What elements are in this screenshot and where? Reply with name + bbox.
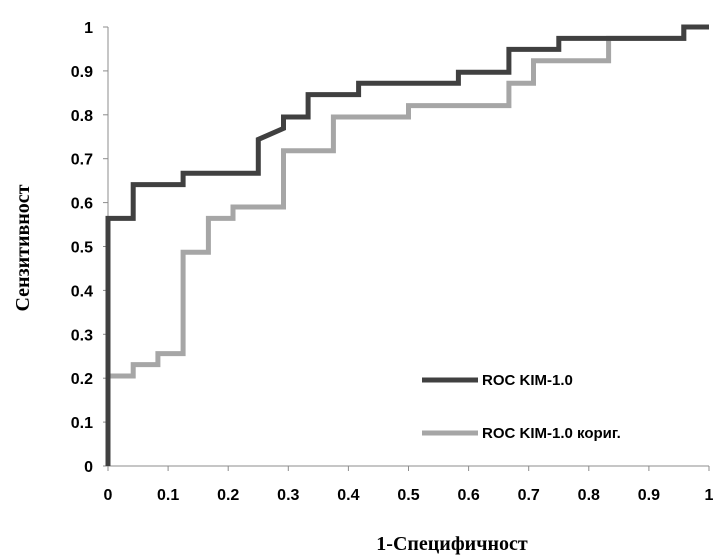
x-tick-label: 0.5 [397,487,419,504]
x-tick-label: 0.8 [578,487,600,504]
y-tick-label: 0.1 [71,415,93,432]
y-axis-title: Сензитивност [12,184,34,311]
legend-label-2: ROC KIM-1.0 кориг. [482,425,621,442]
x-axis-ticks: 0 0.1 0.2 0.3 0.4 0.5 0.6 0.7 0.8 0.9 1 [104,466,714,504]
plot-area [107,27,709,467]
series-line-2 [105,24,709,466]
x-tick-label: 0.4 [337,487,359,504]
y-tick-label: 0.7 [71,152,93,169]
x-tick-label: 0 [104,487,113,504]
y-axis-ticks: 0 0.1 0.2 0.3 0.4 0.5 0.6 0.7 0.8 0.9 1 [71,20,108,476]
series-line-1 [105,24,709,466]
y-tick-label: 0.3 [71,327,93,344]
y-tick-label: 0.9 [71,64,93,81]
y-tick-label: 0.8 [71,108,93,125]
legend-label-1: ROC KIM-1.0 [482,372,573,389]
y-tick-label: 0.2 [71,371,93,388]
y-tick-label: 0 [84,459,93,476]
x-tick-label: 0.7 [518,487,540,504]
x-tick-label: 1 [705,487,714,504]
x-tick-label: 0.9 [638,487,660,504]
x-tick-label: 0.2 [217,487,239,504]
legend: ROC KIM-1.0 ROC KIM-1.0 кориг. [422,372,621,442]
x-tick-label: 0.6 [457,487,479,504]
series-layer [105,24,709,466]
y-tick-label: 0.5 [71,240,93,257]
x-axis-title: 1-Специфичност [376,533,528,555]
y-tick-label: 1 [84,20,93,37]
y-tick-label: 0.4 [71,283,93,300]
x-tick-label: 0.3 [277,487,299,504]
x-tick-label: 0.1 [157,487,179,504]
y-tick-label: 0.6 [71,196,93,213]
